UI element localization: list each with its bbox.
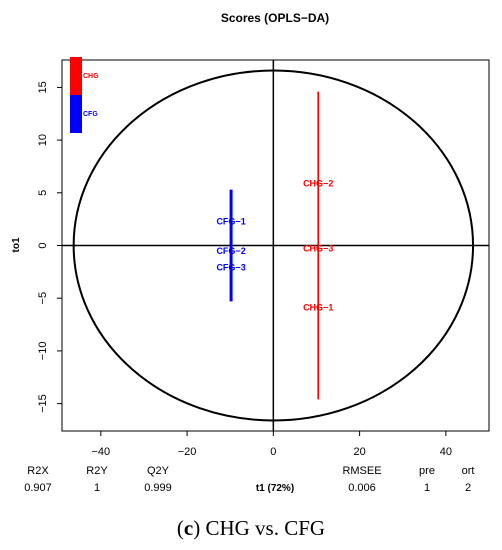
- opls-da-score-plot: Scores (OPLS−DA) CHG−1 CHG−2 CHG−3 CFG−1 CFG…: [11, 11, 490, 494]
- reference-lines-layer: [62, 60, 489, 431]
- x-tick-label: −20: [178, 446, 197, 458]
- x-tick-label: 0: [270, 446, 276, 458]
- series-layer: CHG−1 CHG−2 CHG−3 CFG−1 CFG−2 CFG−3: [216, 91, 333, 400]
- stat-name-rmsee: RMSEE: [342, 465, 381, 477]
- y-tick-label: 10: [37, 134, 49, 146]
- y-tick-label: 15: [37, 81, 49, 93]
- stat-name-q2y: Q2Y: [147, 465, 170, 477]
- legend-swatch-cfg: [70, 95, 82, 133]
- chg-point-label: CHG−2: [303, 178, 333, 188]
- y-axis: −15 −10 −5 0 5 10 15: [37, 81, 62, 413]
- stat-value-ort: 2: [465, 482, 471, 494]
- stat-name-ort: ort: [462, 465, 475, 477]
- legend: CHG CFG: [70, 57, 99, 133]
- y-tick-label: −10: [37, 342, 49, 361]
- cfg-point: [229, 266, 233, 269]
- cfg-point-label: CFG−1: [216, 216, 245, 226]
- y-tick-label: −5: [37, 292, 49, 305]
- y-axis-label: to1: [11, 237, 22, 252]
- x-axis: −40 −20 0 20 40: [91, 431, 452, 458]
- cfg-point-label: CFG−3: [216, 263, 245, 273]
- stat-name-r2x: R2X: [27, 465, 49, 477]
- chg-point-label: CHG−3: [303, 244, 333, 254]
- cfg-point: [229, 220, 233, 223]
- model-stats: R2X 0.907 R2Y 1 Q2Y 0.999 RMSEE 0.006 pre 1 ort 2: [24, 465, 474, 494]
- stat-value-r2y: 1: [94, 482, 100, 494]
- legend-label-chg: CHG: [83, 73, 99, 80]
- stat-name-r2y: R2Y: [86, 465, 108, 477]
- caption-text: CHG vs. CFG: [205, 516, 326, 540]
- stat-value-pre: 1: [424, 482, 430, 494]
- chg-point: [317, 247, 320, 250]
- x-tick-label: 20: [353, 446, 365, 458]
- x-axis-label: t1 (72%): [256, 483, 294, 494]
- chg-point: [317, 306, 320, 309]
- cfg-point: [229, 249, 233, 252]
- y-tick-label: −15: [37, 394, 49, 413]
- caption-panel-letter: c: [183, 516, 194, 540]
- cfg-point-label: CFG−2: [216, 246, 245, 256]
- stat-value-r2x: 0.907: [24, 482, 52, 494]
- stat-value-rmsee: 0.006: [348, 482, 376, 494]
- figure-caption: (c) CHG vs. CFG: [176, 516, 326, 540]
- stat-name-pre: pre: [419, 465, 435, 477]
- chg-point: [317, 182, 320, 185]
- chart-title: Scores (OPLS−DA): [221, 11, 329, 25]
- stat-value-q2y: 0.999: [144, 482, 172, 494]
- legend-label-cfg: CFG: [83, 111, 98, 118]
- y-tick-label: 0: [37, 242, 49, 248]
- x-tick-label: 40: [440, 446, 452, 458]
- x-tick-label: −40: [91, 446, 110, 458]
- chg-point-label: CHG−1: [303, 303, 333, 313]
- legend-swatch-chg: [70, 57, 82, 95]
- y-tick-label: 5: [37, 190, 49, 196]
